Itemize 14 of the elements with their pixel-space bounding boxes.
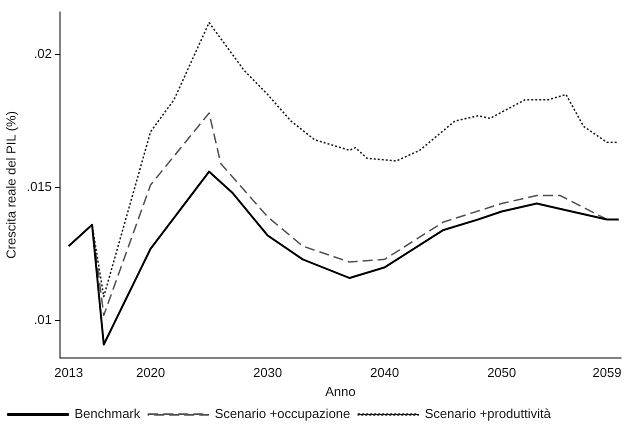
x-tick-label: 2050 <box>487 365 516 380</box>
legend-label: Scenario +produttività <box>424 406 552 422</box>
y-tick-label: .02 <box>34 46 52 62</box>
legend-label: Scenario +occupazione <box>214 406 350 422</box>
x-tick-label: 2020 <box>136 365 166 380</box>
x-tick-label: 2059 <box>592 365 622 380</box>
legend-label: Benchmark <box>74 406 141 422</box>
x-tick-label: 2040 <box>370 365 400 380</box>
x-axis-title: Anno <box>325 384 356 399</box>
x-tick-label: 2013 <box>54 365 84 380</box>
x-tick-label: 2030 <box>253 365 282 380</box>
y-tick-label: .01 <box>34 312 52 328</box>
y-axis-title: Crescita reale del PIL (%) <box>3 111 18 259</box>
y-tick-label: .015 <box>26 179 52 194</box>
